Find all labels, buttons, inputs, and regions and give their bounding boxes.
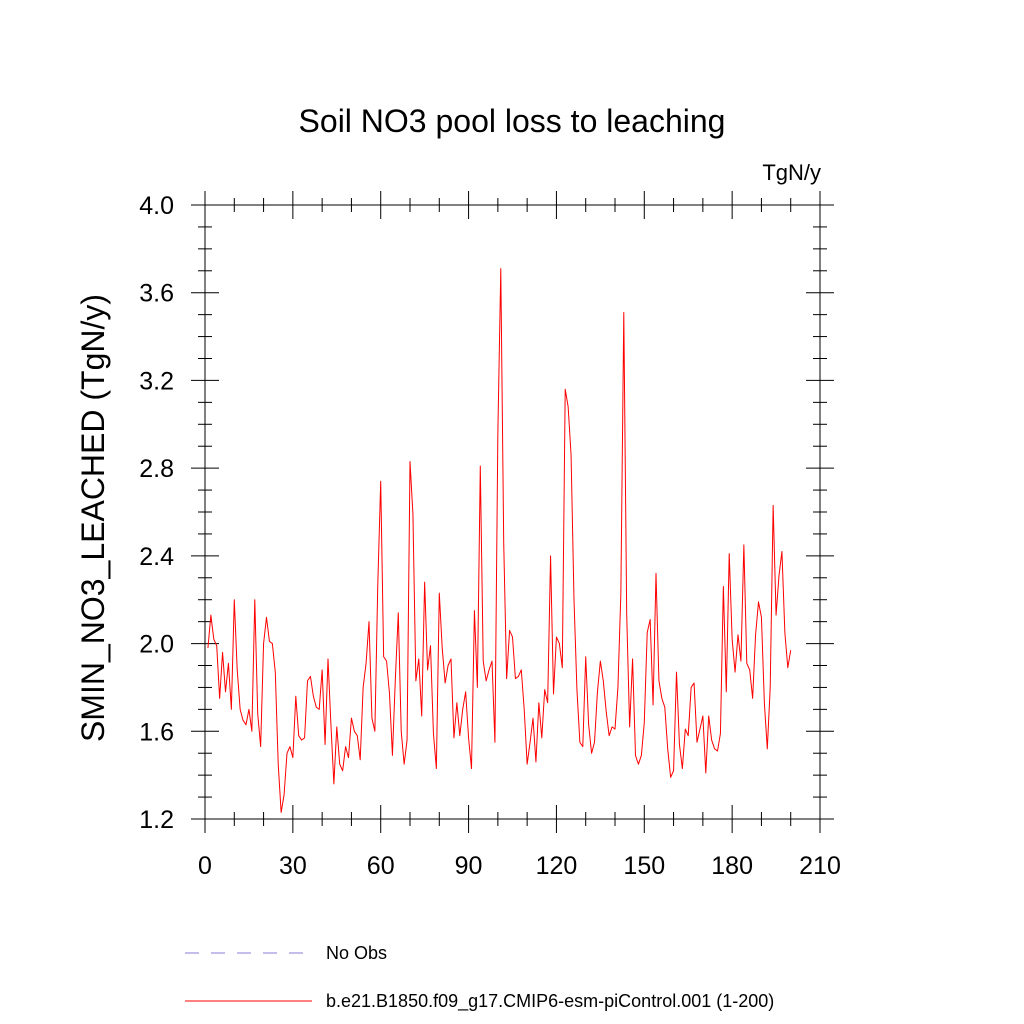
x-tick-label: 180 xyxy=(711,852,753,880)
plot-frame xyxy=(204,204,821,820)
series-group xyxy=(207,268,792,813)
y-axis-label: SMIN_NO3_LEACHED (TgN/y) xyxy=(75,294,111,742)
y-tick-label: 1.2 xyxy=(139,806,174,834)
y-tick-label: 3.6 xyxy=(139,280,174,308)
legend: No Obs b.e21.B1850.f09_g17.CMIP6-esm-piC… xyxy=(185,943,774,1012)
x-tick-label: 120 xyxy=(536,852,578,880)
y-tick-label: 1.6 xyxy=(139,718,174,746)
axis-ticks xyxy=(191,191,834,833)
y-tick-label: 3.2 xyxy=(139,367,174,395)
units-label: TgN/y xyxy=(762,160,821,185)
x-tick-label: 0 xyxy=(198,852,212,880)
x-tick-label: 60 xyxy=(367,852,395,880)
y-tick-label: 2.8 xyxy=(139,455,174,483)
legend-label-no-obs: No Obs xyxy=(326,943,387,963)
series-line xyxy=(207,268,792,813)
legend-label-model-run: b.e21.B1850.f09_g17.CMIP6-esm-piControl.… xyxy=(326,991,774,1012)
x-tick-label: 210 xyxy=(799,852,841,880)
x-tick-label: 150 xyxy=(623,852,665,880)
x-tick-label: 90 xyxy=(455,852,483,880)
y-tick-label: 2.0 xyxy=(139,631,174,659)
y-tick-label: 2.4 xyxy=(139,543,174,571)
y-tick-label: 4.0 xyxy=(139,192,174,220)
axis-tick-labels: 0 30 60 90 120 150 180 210 1.2 1.6 2.0 2.4 2.8 3.2 3.6… xyxy=(139,192,841,880)
chart-title: Soil NO3 pool loss to leaching xyxy=(299,103,726,139)
x-tick-label: 30 xyxy=(279,852,307,880)
